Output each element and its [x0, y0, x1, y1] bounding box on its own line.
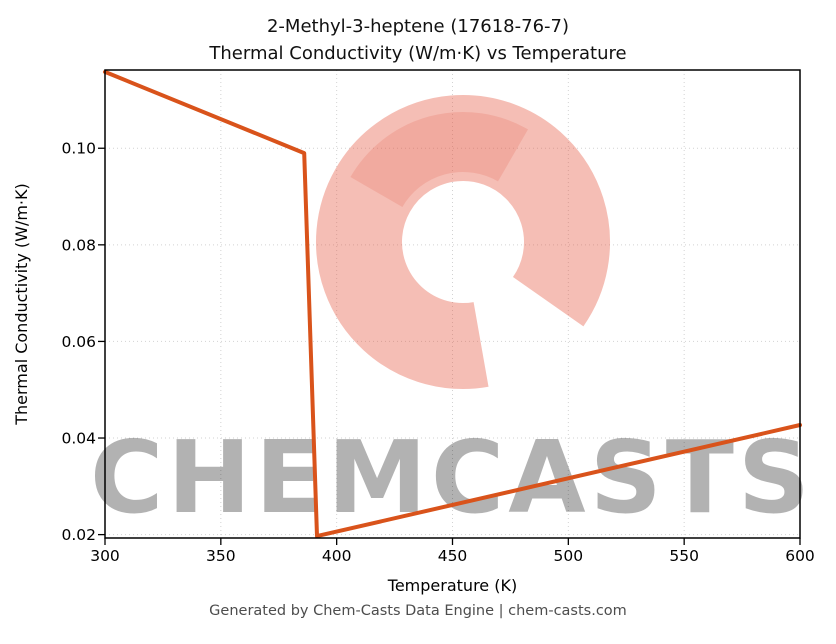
x-tick-label: 300: [90, 547, 120, 565]
x-tick-label: 400: [322, 547, 352, 565]
x-axis-label: Temperature (K): [387, 576, 517, 595]
x-tick-label: 550: [669, 547, 699, 565]
footer-credit: Generated by Chem-Casts Data Engine | ch…: [209, 603, 627, 619]
x-tick-label: 500: [554, 547, 584, 565]
watermark-logo-highlight-icon: [350, 112, 528, 208]
y-tick-label: 0.10: [61, 140, 96, 158]
x-tick-label: 600: [785, 547, 815, 565]
y-tick-label: 0.02: [61, 526, 96, 544]
x-tick-label: 450: [438, 547, 468, 565]
y-axis-label: Thermal Conductivity (W/m·K): [12, 183, 31, 426]
watermark-text: CHEMCASTS: [90, 419, 814, 536]
watermark-logo-icon: [316, 95, 610, 389]
y-tick-label: 0.08: [61, 236, 96, 254]
chart-title-line1: 2-Methyl-3-heptene (17618-76-7): [266, 16, 569, 37]
chart-title-line2: Thermal Conductivity (W/m·K) vs Temperat…: [209, 43, 627, 64]
y-tick-label: 0.04: [61, 430, 96, 448]
x-tick-label: 350: [206, 547, 236, 565]
y-tick-label: 0.06: [61, 333, 96, 351]
data-line-thermal-conductivity: [103, 69, 802, 539]
chart-title: 2-Methyl-3-heptene (17618-76-7) Thermal …: [0, 13, 836, 67]
